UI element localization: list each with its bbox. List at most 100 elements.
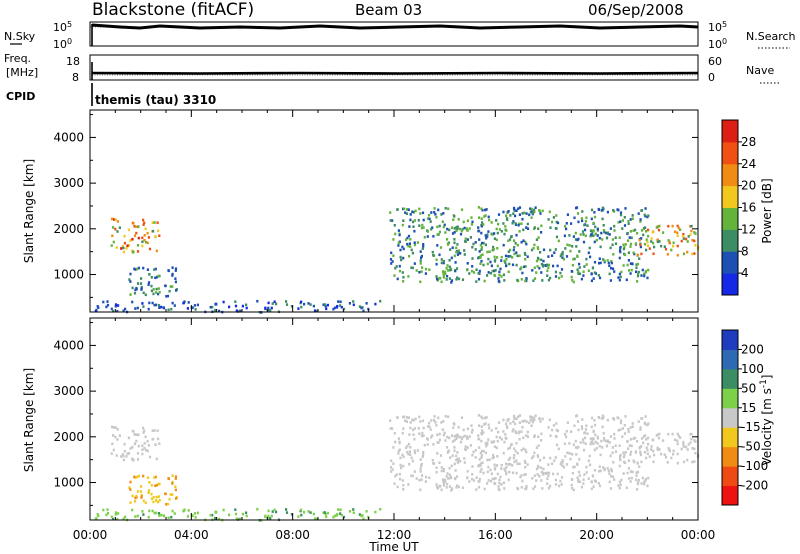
data-cell [407, 442, 411, 446]
data-cell [531, 419, 535, 423]
data-cell [532, 455, 535, 458]
data-cell [493, 477, 496, 481]
data-cell [445, 446, 449, 449]
data-cell [623, 246, 626, 249]
data-cell [411, 266, 414, 270]
data-cell [577, 428, 580, 432]
data-cell [621, 227, 624, 230]
data-cell [445, 278, 448, 281]
data-cell [637, 212, 640, 215]
colorbar-swatch [722, 163, 738, 187]
data-cell [611, 451, 614, 455]
data-cell [612, 253, 615, 256]
data-cell [155, 303, 158, 307]
data-cell [562, 465, 565, 469]
data-cell [484, 234, 487, 237]
data-cell [135, 286, 138, 290]
data-cell [547, 474, 550, 478]
data-cell [637, 478, 640, 482]
data-cell [183, 300, 186, 303]
data-cell [435, 215, 438, 219]
data-cell [477, 272, 480, 275]
data-cell [270, 306, 273, 310]
data-cell [110, 307, 113, 311]
data-cell [580, 425, 583, 428]
data-cell [290, 513, 293, 516]
data-cell [411, 220, 415, 224]
data-cell [420, 226, 423, 230]
data-cell [493, 237, 496, 240]
data-cell [454, 469, 457, 472]
data-cell [635, 270, 638, 274]
data-cell [584, 436, 587, 440]
data-cell [686, 458, 689, 462]
data-cell [513, 417, 516, 420]
data-cell [397, 437, 400, 440]
data-cell [512, 428, 515, 431]
data-cell [608, 264, 611, 268]
data-cell [502, 273, 505, 277]
data-cell [511, 464, 514, 467]
data-cell [611, 243, 614, 247]
data-cell [457, 277, 461, 281]
data-cell [450, 279, 454, 282]
data-cell [493, 269, 496, 273]
data-cell [222, 300, 225, 304]
data-cell [556, 472, 559, 476]
data-cell [401, 223, 404, 227]
data-cell [365, 302, 368, 305]
data-cell [460, 208, 464, 211]
data-cell [474, 248, 477, 251]
data-cell [307, 302, 310, 305]
colorbar-tick-label: 12 [741, 222, 756, 236]
data-cell [602, 432, 605, 435]
data-cell [590, 208, 594, 212]
data-cell [670, 456, 673, 460]
data-cell [215, 511, 218, 514]
data-cell [599, 469, 602, 473]
data-cell [402, 455, 405, 459]
freq-tick-top: 18 [66, 55, 80, 68]
data-cell [519, 475, 522, 479]
data-cell [136, 475, 139, 479]
data-cell [155, 249, 158, 253]
data-cell [148, 247, 152, 251]
data-cell [679, 436, 682, 439]
data-cell [151, 429, 154, 432]
data-cell [447, 207, 450, 211]
data-cell [524, 487, 527, 491]
data-cell [171, 482, 174, 485]
data-cell [470, 223, 473, 226]
data-cell [590, 441, 593, 444]
data-cell [549, 226, 552, 229]
data-cell [131, 237, 134, 241]
data-cell [539, 212, 542, 215]
data-cell [435, 423, 438, 427]
data-cell [575, 206, 579, 209]
data-cell [152, 500, 155, 504]
data-cell [606, 439, 609, 443]
data-cell [137, 444, 140, 448]
data-cell [507, 270, 510, 274]
data-cell [628, 444, 631, 447]
data-cell [571, 279, 574, 282]
data-cell [131, 445, 134, 449]
colorbar-swatch [722, 273, 738, 296]
power-cbar-label: Power [dB] [760, 178, 774, 243]
data-cell [111, 234, 114, 238]
data-cell [609, 487, 612, 490]
data-cell [466, 427, 469, 431]
data-cell [110, 217, 114, 221]
data-cell [523, 265, 526, 269]
data-cell [438, 230, 441, 234]
data-cell [525, 226, 528, 229]
data-cell [389, 427, 392, 430]
data-cell [340, 513, 343, 517]
data-cell [434, 213, 437, 216]
data-cell [477, 480, 480, 483]
data-cell [175, 289, 178, 292]
data-cell [576, 238, 579, 242]
data-cell [408, 462, 411, 466]
data-cell [667, 432, 670, 436]
data-cell [637, 270, 640, 274]
